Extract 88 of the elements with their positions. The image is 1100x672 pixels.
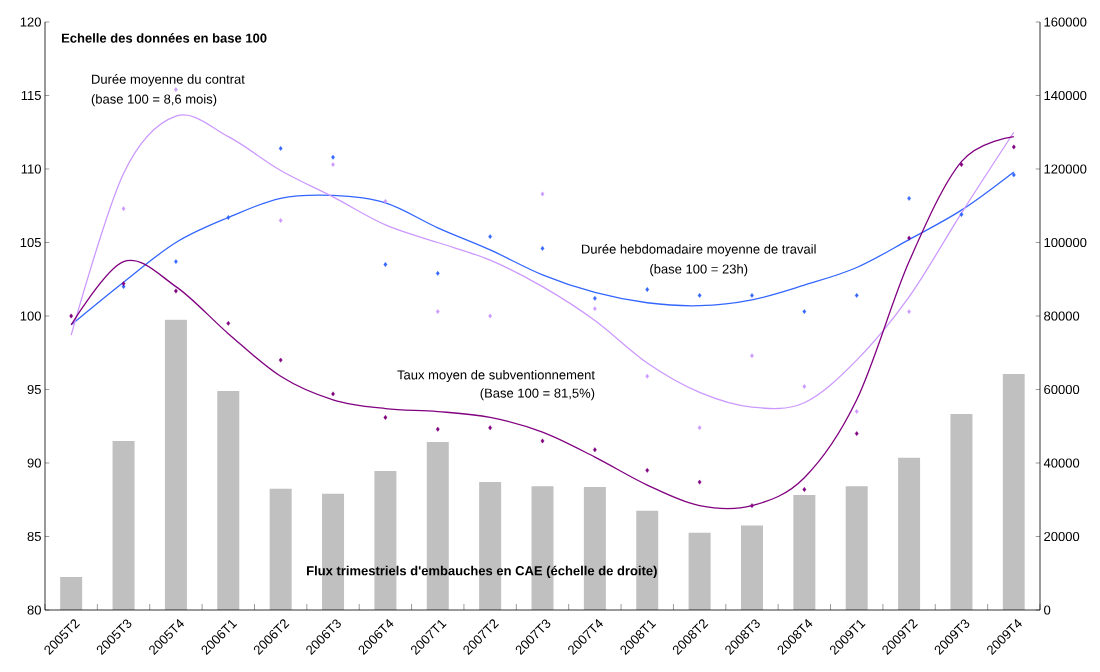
point	[278, 357, 283, 363]
annotation: Durée moyenne du contrat	[92, 74, 245, 87]
y-tick-label: 95	[27, 384, 41, 395]
y2-tick-label: 0	[1044, 605, 1051, 615]
point	[697, 293, 702, 298]
point	[593, 306, 597, 312]
y-tick-label: 120	[20, 17, 41, 27]
bar	[1002, 374, 1025, 610]
y-tick-label: 105	[20, 237, 41, 248]
point	[226, 215, 231, 220]
point	[697, 479, 702, 485]
y-tick-label: 110	[21, 164, 41, 174]
point	[802, 309, 807, 314]
bar	[793, 494, 816, 610]
point	[959, 212, 964, 217]
point	[435, 270, 440, 276]
point	[226, 320, 231, 326]
y2-tick-label: 120000	[1044, 164, 1087, 174]
bar	[164, 319, 187, 610]
point	[802, 487, 807, 492]
point	[435, 309, 440, 314]
point	[907, 196, 911, 201]
point	[383, 415, 388, 420]
y2-tick-label: 80000	[1044, 311, 1080, 321]
point	[750, 503, 754, 509]
y2-tick-label: 160000	[1044, 17, 1087, 27]
series-label: Flux trimestriels d'embauches en CAE (échelle de droite)	[307, 565, 657, 578]
bar	[269, 488, 292, 610]
point	[593, 295, 597, 301]
y-tick-label: 80	[27, 605, 41, 615]
y2-tick-label: 100000	[1044, 237, 1087, 248]
annotation: Durée hebdomadaire moyenne de travail	[581, 244, 816, 257]
point	[174, 288, 178, 294]
point	[907, 235, 911, 241]
point	[750, 353, 754, 359]
annotation: (base 100 = 23h)	[650, 264, 748, 277]
annotation: (Base 100 = 81,5%)	[480, 388, 595, 401]
y2-tick-label: 60000	[1044, 384, 1080, 395]
point	[645, 287, 650, 292]
point	[854, 409, 859, 414]
y-tick-label: 85	[27, 531, 41, 542]
point	[750, 293, 754, 298]
point	[488, 234, 492, 240]
point	[383, 262, 388, 267]
point	[802, 384, 807, 389]
point	[697, 425, 702, 431]
point	[645, 373, 650, 379]
point	[540, 438, 545, 444]
bar	[60, 576, 83, 610]
y2-tick-label: 40000	[1043, 458, 1080, 468]
point	[593, 447, 597, 453]
point	[645, 467, 650, 473]
point	[435, 426, 440, 432]
point	[383, 198, 388, 204]
point	[174, 87, 178, 93]
point	[1011, 172, 1016, 178]
y-tick-label: 90	[27, 458, 41, 468]
bar	[217, 390, 240, 610]
point	[331, 162, 335, 167]
point	[959, 162, 964, 167]
annotation: (base 100 = 8,6 mois)	[91, 94, 217, 107]
point	[174, 259, 178, 265]
y2-tick-label: 20000	[1044, 531, 1080, 542]
y-tick-label: 100	[20, 311, 41, 321]
point	[1011, 144, 1016, 150]
point	[540, 245, 545, 251]
bar	[950, 414, 973, 610]
point	[488, 425, 492, 431]
y-tick-label: 115	[21, 90, 41, 101]
bar	[740, 525, 763, 610]
point	[331, 391, 335, 397]
annotation: Taux moyen de subventionnement	[397, 369, 595, 383]
point	[278, 218, 283, 223]
bar	[112, 440, 135, 610]
point	[488, 313, 492, 319]
point	[854, 431, 859, 436]
point	[278, 146, 283, 151]
annotation: Echelle des données en base 100	[61, 33, 267, 43]
point	[121, 206, 126, 212]
bar	[845, 486, 868, 610]
point	[69, 313, 74, 319]
bar	[688, 532, 711, 610]
bar	[898, 457, 921, 610]
point	[331, 154, 335, 160]
y2-tick-label: 140000	[1044, 90, 1087, 101]
point	[854, 293, 859, 298]
point	[540, 191, 545, 197]
point	[907, 309, 911, 314]
